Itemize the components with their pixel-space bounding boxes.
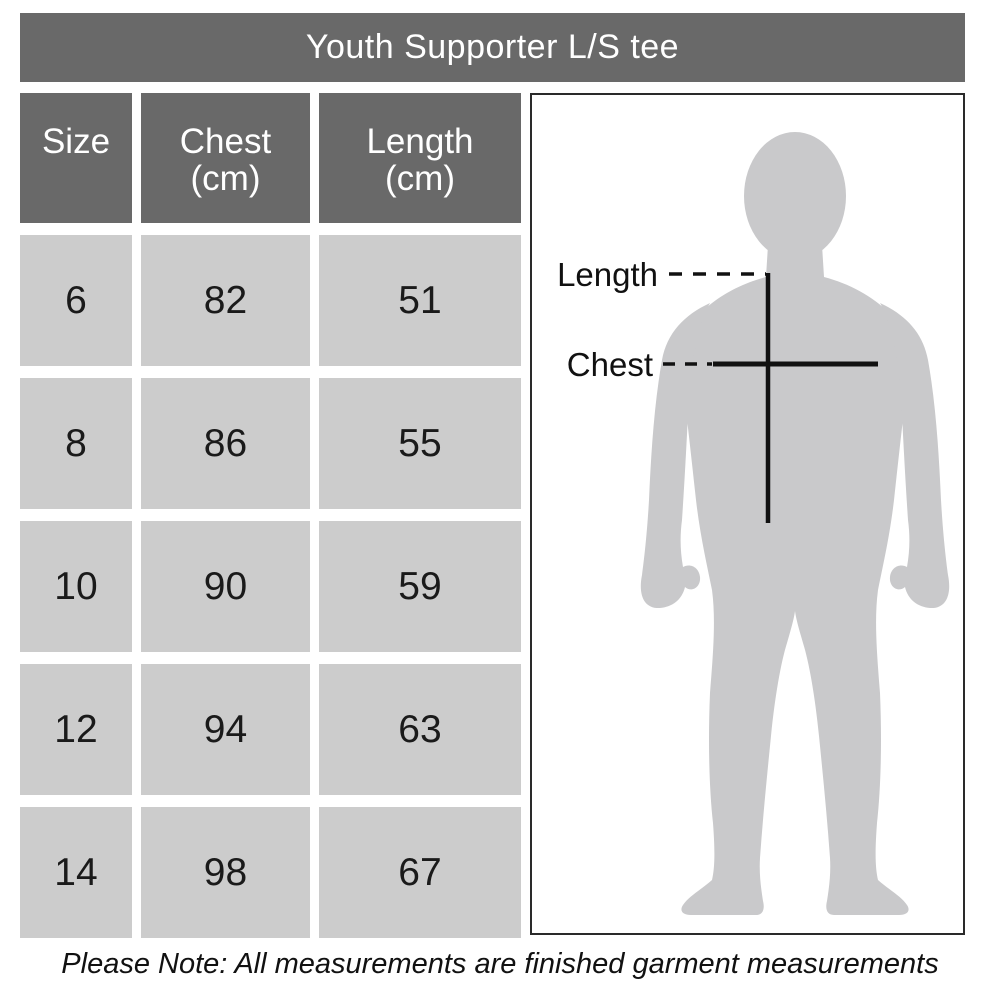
length-label: Length	[557, 256, 658, 293]
column-header-label: Chest	[179, 122, 272, 161]
cell-size: 10	[20, 521, 132, 652]
figure-head	[744, 132, 846, 260]
cell-size: 8	[20, 378, 132, 509]
title-bar: Youth Supporter L/S tee	[20, 13, 965, 82]
cell-size: 12	[20, 664, 132, 795]
cell-chest: 86	[141, 378, 310, 509]
cell-chest: 82	[141, 235, 310, 366]
page-title: Youth Supporter L/S tee	[305, 28, 680, 66]
figure-body	[678, 245, 912, 915]
measurement-diagram: Length Chest	[557, 132, 950, 915]
cell-length: 51	[319, 235, 521, 366]
cell-length: 59	[319, 521, 521, 652]
cell-length: 63	[319, 664, 521, 795]
column-header-chest: Chest (cm)	[141, 93, 310, 223]
cell-length: 67	[319, 807, 521, 938]
column-header-length: Length (cm)	[319, 93, 521, 223]
column-header-label: Length	[366, 122, 474, 161]
cell-chest: 98	[141, 807, 310, 938]
figure-right-arm	[880, 303, 950, 609]
cell-size: 6	[20, 235, 132, 366]
column-header-size: Size	[20, 93, 132, 223]
chest-label: Chest	[567, 346, 653, 383]
cell-chest: 94	[141, 664, 310, 795]
column-header-label: Size	[41, 122, 111, 161]
cell-chest: 90	[141, 521, 310, 652]
column-header-unit: (cm)	[385, 159, 455, 199]
footnote: Please Note: All measurements are finish…	[61, 948, 939, 980]
size-table: Size Chest (cm) Length (cm) 6 82 51 8 86…	[20, 93, 521, 938]
column-header-unit: (cm)	[190, 159, 261, 199]
cell-length: 55	[319, 378, 521, 509]
cell-size: 14	[20, 807, 132, 938]
measurement-diagram-panel: Length Chest	[530, 93, 965, 935]
figure-left-arm	[640, 303, 710, 609]
